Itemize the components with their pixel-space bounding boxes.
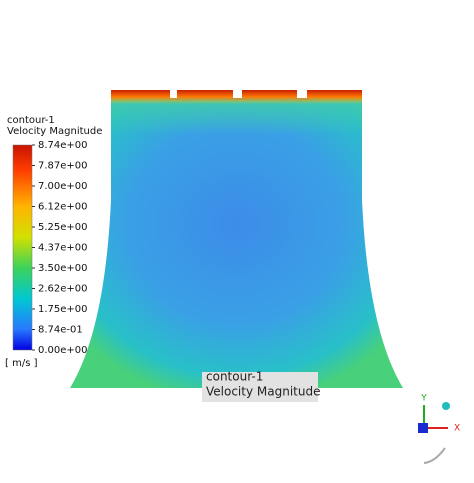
- colorbar-label: 4.37e+00: [38, 243, 88, 254]
- x-label: X: [454, 424, 460, 434]
- colorbar-label: 0.00e+00: [38, 345, 88, 356]
- annotation-line: Velocity Magnitude: [206, 385, 320, 399]
- iso-ball: [442, 402, 450, 410]
- rotate-arrow: [423, 447, 446, 464]
- legend-unit: [ m/s ]: [5, 358, 38, 369]
- inlet-jet: [111, 100, 362, 135]
- legend-quantity: Velocity Magnitude: [7, 126, 102, 137]
- colorbar-label: 7.87e+00: [38, 161, 88, 172]
- colorbar-label: 5.25e+00: [38, 222, 88, 233]
- colorbar: [12, 144, 33, 351]
- legend-title: contour-1: [7, 115, 55, 126]
- annotation-box: [202, 372, 318, 402]
- y-label: Y: [420, 394, 427, 404]
- domain: [70, 90, 403, 388]
- notch: [170, 89, 177, 98]
- colorbar-label: 8.74e-01: [38, 325, 83, 336]
- notch: [297, 89, 307, 98]
- colorbar-label: 8.74e+00: [38, 140, 88, 151]
- colorbar-label: 3.50e+00: [38, 263, 88, 274]
- colorbar-label: 2.62e+00: [38, 284, 88, 295]
- axis-triad: Y X: [418, 394, 460, 464]
- colorbar-label: 1.75e+00: [38, 304, 88, 315]
- annotation-line: contour-1: [206, 370, 263, 384]
- z-axis: [418, 423, 428, 433]
- colorbar-label: 6.12e+00: [38, 202, 88, 213]
- notch: [233, 89, 242, 98]
- colorbar-label: 7.00e+00: [38, 181, 88, 192]
